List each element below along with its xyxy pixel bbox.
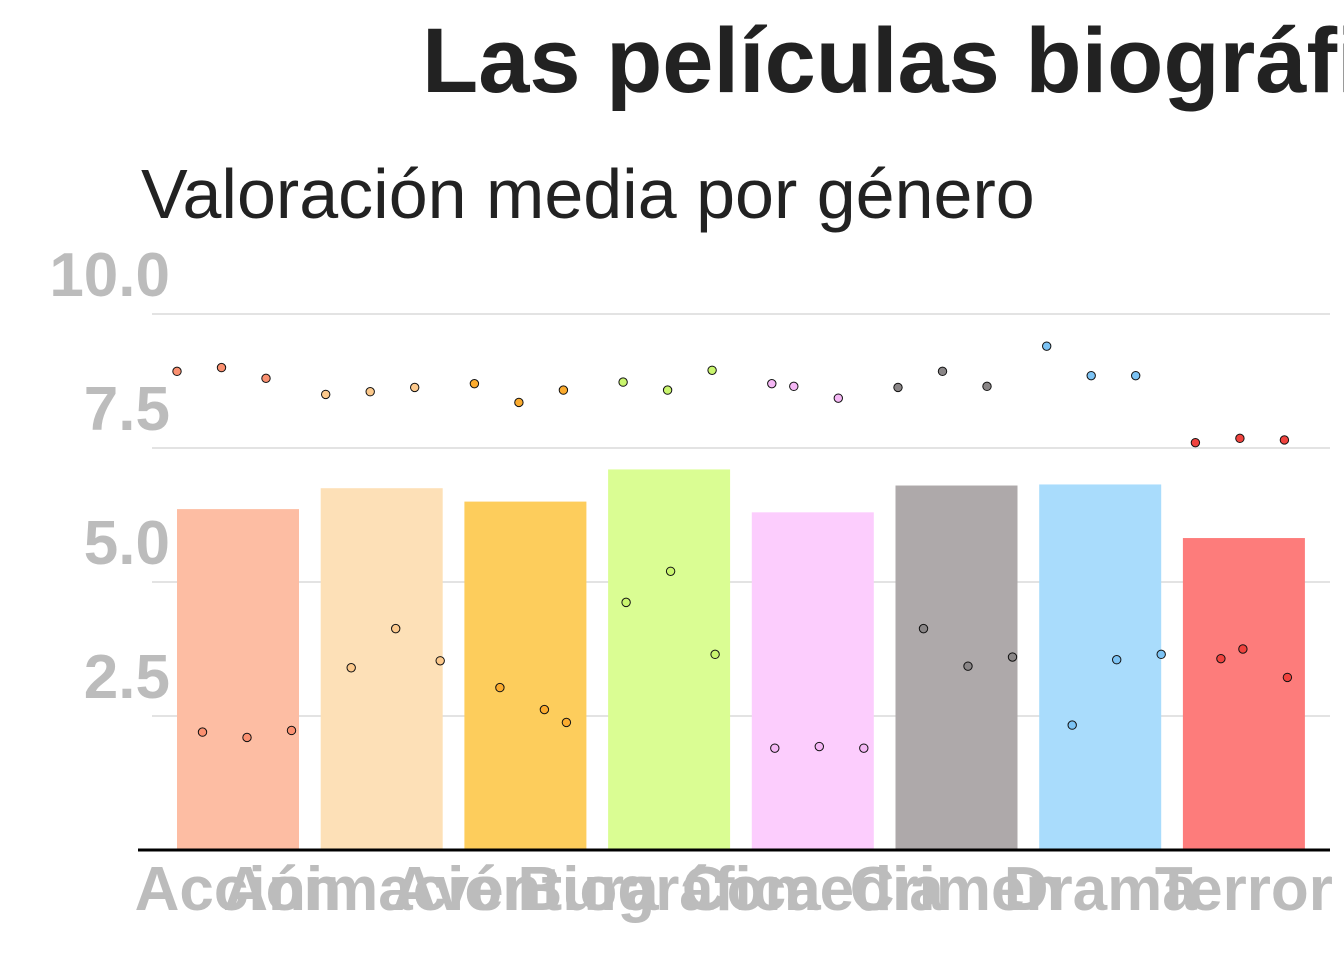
x-tick-label: Drama xyxy=(1004,855,1198,924)
data-point xyxy=(561,717,572,728)
bar xyxy=(464,501,587,850)
data-point xyxy=(1279,435,1290,445)
data-point xyxy=(1235,433,1245,444)
x-tick-label: Terror xyxy=(1155,855,1333,924)
data-point xyxy=(662,385,673,395)
points xyxy=(172,341,1293,753)
data-point xyxy=(621,597,631,608)
data-point xyxy=(1238,644,1248,654)
x-tick-labels: AcciónAnimaciónAventuraBiográficaComedia… xyxy=(135,855,1333,924)
x-tick-label: Comedia xyxy=(682,855,944,924)
data-point xyxy=(391,623,401,634)
data-point xyxy=(365,387,375,397)
data-point xyxy=(767,378,777,389)
data-point xyxy=(1042,341,1052,351)
data-point xyxy=(1007,652,1018,662)
x-tick-label: Animación xyxy=(223,855,540,924)
data-point xyxy=(1190,437,1201,448)
y-tick-label: 2.5 xyxy=(84,643,170,712)
chart-subtitle: Valoración media por género xyxy=(141,155,1035,233)
bars xyxy=(177,469,1305,850)
data-point xyxy=(495,682,505,693)
data-point xyxy=(197,727,208,737)
data-point xyxy=(1156,649,1166,660)
bar xyxy=(320,488,443,850)
data-point xyxy=(1216,653,1226,664)
y-tick-label: 10.0 xyxy=(49,241,170,310)
bar xyxy=(895,485,1018,850)
y-tick-label: 7.5 xyxy=(84,375,170,444)
data-point xyxy=(216,362,227,373)
y-tick-label: 5.0 xyxy=(84,509,170,578)
data-point xyxy=(1282,672,1293,683)
x-tick-label: Aventura xyxy=(392,855,659,924)
data-point xyxy=(893,382,903,393)
data-point xyxy=(937,366,948,377)
data-point xyxy=(172,366,182,377)
data-point xyxy=(665,566,676,576)
data-point xyxy=(918,623,929,634)
data-point xyxy=(286,725,297,736)
data-point xyxy=(814,741,824,752)
x-tick-label: Biográfica xyxy=(517,855,821,924)
data-point xyxy=(1131,370,1141,381)
y-tick-labels: 2.5 5.0 7.5 10.0 xyxy=(49,241,170,712)
bar xyxy=(177,509,299,850)
chart-title: Las películas biográficas xyxy=(422,10,1344,112)
data-point xyxy=(707,365,717,375)
data-point xyxy=(1112,655,1122,665)
bar xyxy=(1182,538,1305,850)
bar xyxy=(1039,484,1162,850)
data-point xyxy=(982,381,992,392)
data-point xyxy=(321,389,331,400)
data-point xyxy=(1086,370,1096,381)
data-point xyxy=(770,743,780,753)
data-point xyxy=(435,656,445,666)
data-point xyxy=(859,743,869,753)
x-tick-label: Crimen xyxy=(850,855,1064,924)
bar xyxy=(608,469,731,850)
data-point xyxy=(833,393,843,403)
data-point xyxy=(410,382,420,393)
data-point xyxy=(618,377,628,387)
bar xyxy=(751,512,874,850)
data-point xyxy=(963,661,973,671)
data-point xyxy=(789,381,799,392)
data-point xyxy=(710,649,720,660)
data-point xyxy=(514,397,524,408)
data-point xyxy=(469,378,480,389)
x-tick-label: Acción xyxy=(135,855,342,924)
data-point xyxy=(242,732,252,743)
data-point xyxy=(1067,720,1077,730)
data-point xyxy=(346,663,356,673)
data-point xyxy=(261,373,271,384)
data-point xyxy=(558,385,569,395)
data-point xyxy=(539,704,550,715)
